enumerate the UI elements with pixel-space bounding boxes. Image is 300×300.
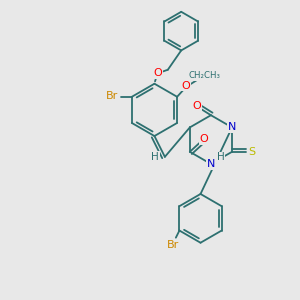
Text: H: H — [217, 152, 224, 162]
Text: Br: Br — [167, 239, 179, 250]
Text: S: S — [248, 147, 255, 157]
Text: O: O — [192, 101, 201, 111]
Text: N: N — [207, 159, 215, 169]
Text: O: O — [153, 68, 162, 78]
Text: O: O — [182, 80, 190, 91]
Text: O: O — [200, 134, 208, 144]
Text: H: H — [152, 152, 159, 162]
Text: N: N — [228, 122, 236, 132]
Text: CH₂CH₃: CH₂CH₃ — [188, 71, 220, 80]
Text: Br: Br — [106, 91, 118, 101]
